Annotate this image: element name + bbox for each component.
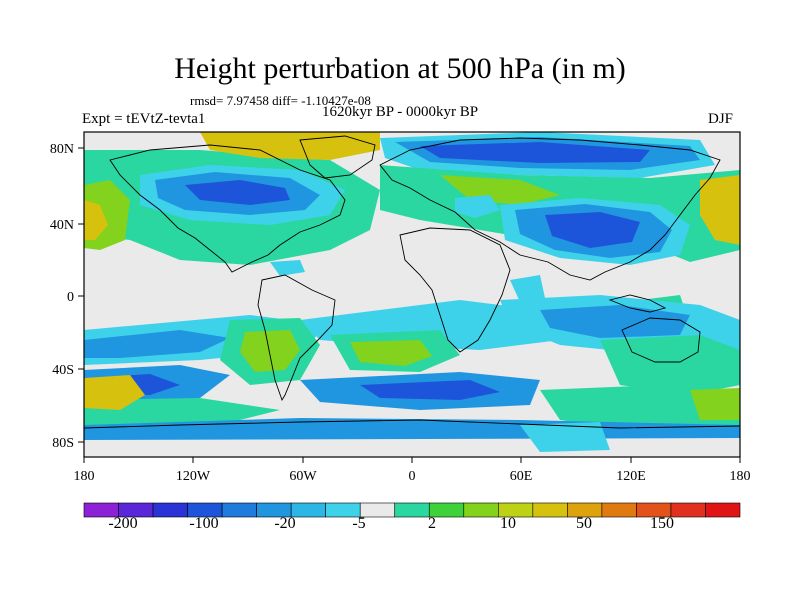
southern-ocean-positive-right-core	[690, 388, 740, 420]
canada-low-core	[185, 180, 290, 205]
eurasia-coast	[379, 137, 721, 281]
asia-low-core	[545, 212, 640, 248]
arctic-positive	[200, 132, 380, 160]
indian-ocean-low-mid	[540, 305, 690, 338]
lat-label: 80N	[50, 142, 74, 157]
colorbar-label: 50	[576, 515, 592, 532]
lon-label: 120W	[176, 469, 211, 484]
colorbar-swatch	[290, 502, 326, 518]
greenland-coast	[299, 135, 376, 179]
colorbar-label: -20	[274, 515, 296, 532]
australia-coast	[621, 317, 701, 363]
antarctic-low-patch	[520, 422, 610, 452]
lon-label: 60E	[510, 469, 533, 484]
tropical-patch-africa	[510, 275, 545, 302]
height-field	[84, 132, 740, 457]
colorbar-label: 2	[428, 515, 436, 532]
eurasia-arctic-low-core	[420, 142, 650, 163]
colorbar-swatch	[463, 502, 499, 518]
longitude-axis: 180 120W 60W 0 60E 120E 180	[74, 457, 751, 484]
colorbar-swatch	[221, 502, 257, 518]
south-pacific-low-mid	[84, 330, 230, 358]
plot-title: Height perturbation at 500 hPa (in m)	[174, 52, 626, 85]
north-pacific-positive	[84, 200, 108, 240]
colorbar-swatch	[670, 502, 706, 518]
lat-label: 40S	[52, 363, 74, 378]
colorbar-swatch	[394, 502, 430, 518]
lon-label: 180	[74, 469, 95, 484]
rmsd-stats: rmsd= 7.97458 diff= -1.10427e-08	[190, 93, 371, 108]
indonesia-coast	[608, 294, 667, 313]
season-label: DJF	[708, 111, 734, 127]
north-america-coast	[109, 144, 346, 273]
colorbar	[83, 502, 741, 518]
colorbar-swatch	[705, 502, 741, 518]
africa-coast	[399, 227, 511, 353]
antarctic-neutral-strip	[84, 438, 740, 457]
west-pacific-positive	[700, 175, 740, 245]
coastlines	[84, 135, 740, 429]
experiment-label: Expt = tEVtZ-tevta1	[82, 111, 206, 127]
lon-label: 0	[409, 469, 416, 484]
period-label: 1620kyr BP - 0000kyr BP	[322, 104, 479, 120]
southern-ocean-positive-right	[540, 385, 740, 432]
south-indian-positive	[600, 335, 740, 395]
lon-label: 60W	[289, 469, 317, 484]
latitude-axis: 80N 40N 0 40S 80S	[50, 142, 84, 451]
lat-label: 0	[67, 290, 74, 305]
colorbar-swatch	[532, 502, 568, 518]
antarctica-coast	[84, 419, 740, 429]
colorbar-swatch	[152, 502, 188, 518]
mediterranean-low	[455, 195, 500, 218]
colorbar-label: -200	[108, 515, 138, 532]
tropical-patch-atlantic	[270, 260, 305, 276]
lat-label: 80S	[52, 436, 74, 451]
lon-label: 180	[730, 469, 751, 484]
colorbar-swatch	[601, 502, 637, 518]
south-america-coast	[257, 274, 336, 402]
south-atlantic-positive-core	[350, 340, 432, 366]
southern-ocean-atlantic-low-core	[360, 380, 500, 400]
colorbar-label: -5	[352, 515, 366, 532]
lat-label: 40N	[50, 218, 74, 233]
southern-ocean-positive-left-core	[84, 375, 145, 410]
colorbar-label: 150	[650, 515, 674, 532]
lon-label: 120E	[616, 469, 646, 484]
colorbar-label: -100	[189, 515, 219, 532]
colorbar-label: 10	[500, 515, 516, 532]
south-america-positive-core	[240, 330, 300, 372]
